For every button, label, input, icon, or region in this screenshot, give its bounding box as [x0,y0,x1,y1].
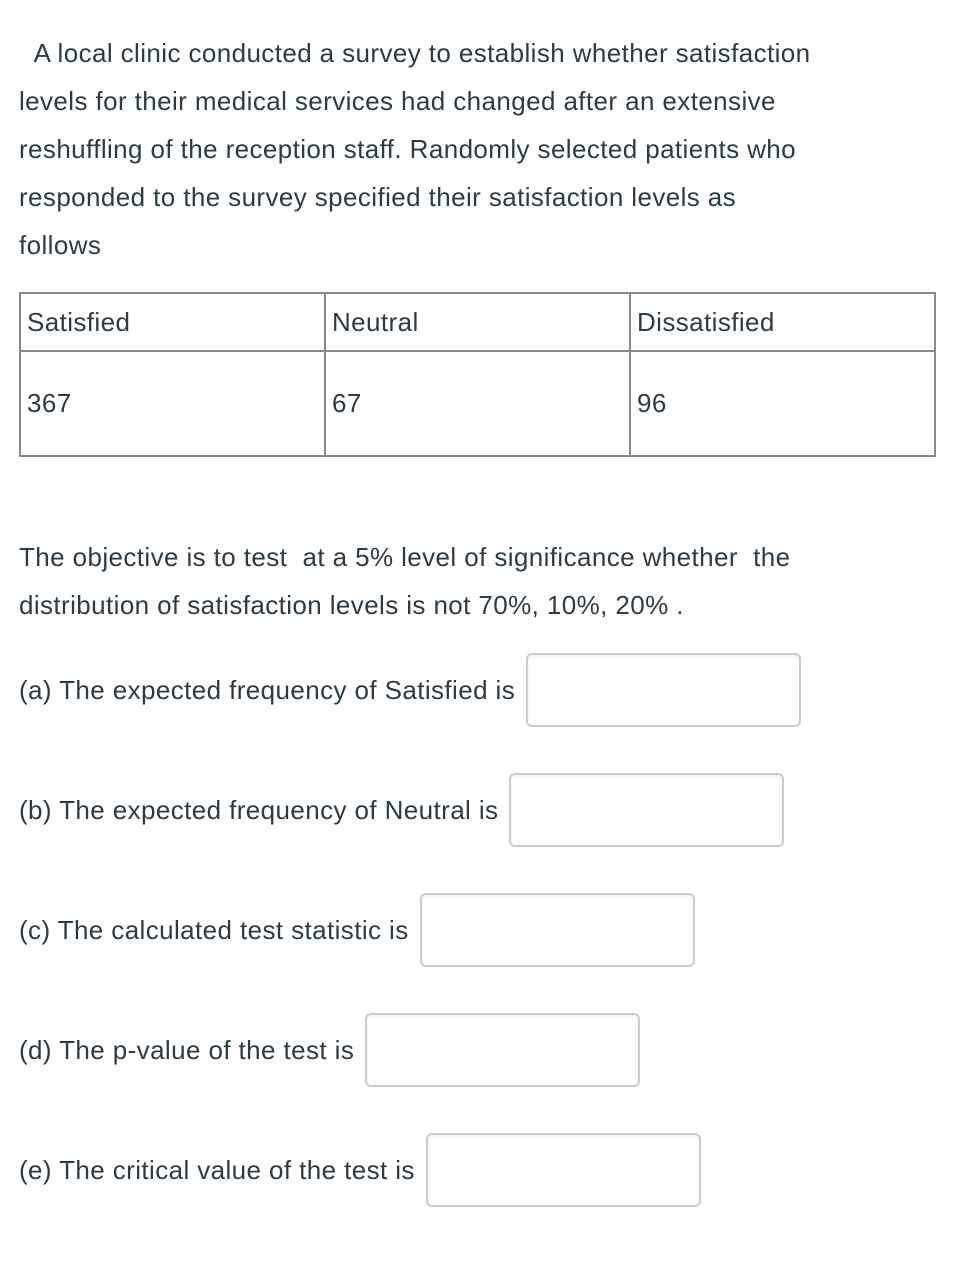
table-header-neutral: Neutral [324,292,631,352]
question-label-b: (b) The expected frequency of Neutral is [19,794,499,825]
table-data-row: 367 67 96 [19,350,936,457]
table-header-row: Satisfied Neutral Dissatisfied [19,292,936,352]
table-value-neutral: 67 [324,350,631,457]
intro-line: A local clinic conducted a survey to est… [26,38,811,68]
intro-line: follows [19,230,102,260]
table-value-dissatisfied: 96 [629,350,936,457]
question-label-d: (d) The p-value of the test is [19,1034,355,1065]
question-label-c: (c) The calculated test statistic is [19,914,409,945]
table-header-dissatisfied: Dissatisfied [629,292,936,352]
answer-input-e[interactable] [425,1133,701,1207]
answer-input-c[interactable] [419,893,695,967]
question-row-e: (e) The critical value of the test is [19,1133,940,1207]
answer-input-b[interactable] [509,773,785,847]
table-header-satisfied: Satisfied [19,292,326,352]
objective-line: The objective is to test at a 5% level o… [19,542,791,572]
satisfaction-levels-table: Satisfied Neutral Dissatisfied 367 67 96 [19,292,936,457]
question-row-a: (a) The expected frequency of Satisfied … [19,653,940,727]
answer-input-a[interactable] [526,653,802,727]
objective-line: distribution of satisfaction levels is n… [19,590,684,620]
question-row-b: (b) The expected frequency of Neutral is [19,773,940,847]
intro-line: responded to the survey specified their … [19,182,737,212]
table-value-satisfied: 367 [19,350,326,457]
objective-paragraph: The objective is to test at a 5% level o… [19,533,940,629]
question-intro-paragraph: A local clinic conducted a survey to est… [19,29,940,269]
intro-line: reshuffling of the reception staff. Rand… [19,134,796,164]
intro-line: levels for their medical services had ch… [19,86,776,116]
question-row-d: (d) The p-value of the test is [19,1013,940,1087]
answer-input-d[interactable] [365,1013,641,1087]
question-label-a: (a) The expected frequency of Satisfied … [19,674,516,705]
question-row-c: (c) The calculated test statistic is [19,893,940,967]
question-label-e: (e) The critical value of the test is [19,1154,415,1185]
